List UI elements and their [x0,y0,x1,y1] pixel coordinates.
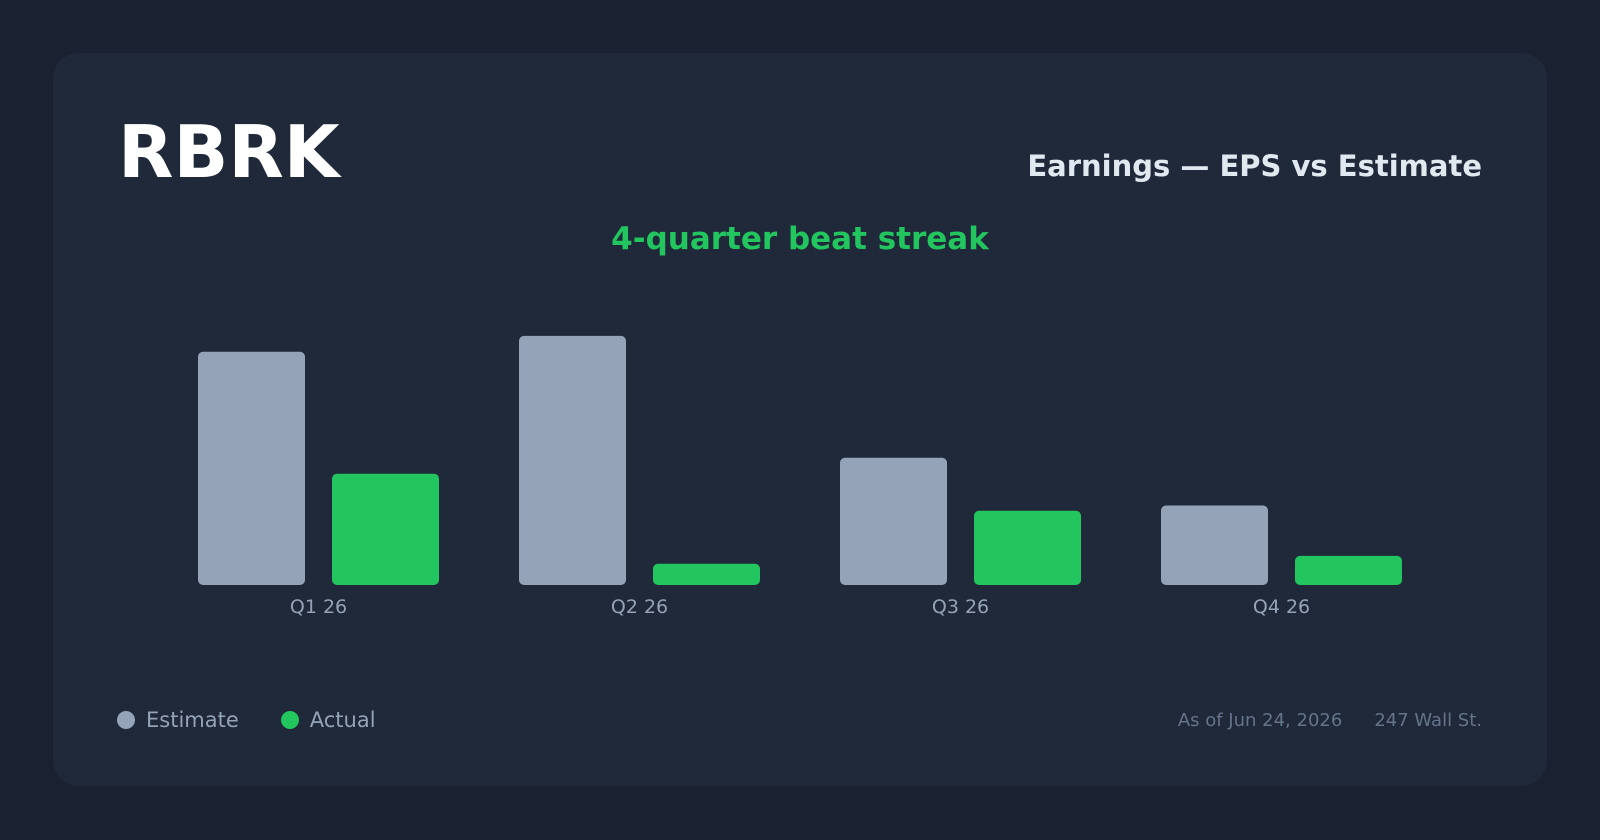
x-tick-label: Q4 26 [1253,596,1310,618]
actual-dot-icon [280,711,299,729]
estimate-dot-icon [117,711,135,729]
footer: As of Jun 24, 2026 247 Wall St. [1178,705,1482,735]
x-tick-label: Q2 26 [611,596,668,618]
beat-streak-subtitle: 4-quarter beat streak [611,221,989,257]
ticker-symbol: RBRK [118,110,340,194]
bar-actual-q2-26 [653,563,760,585]
legend-item-estimate: Estimate [117,708,239,732]
chart-legend: Estimate Actual [117,705,418,735]
bar-actual-q1-26 [332,473,439,585]
legend-item-actual: Actual [280,708,376,732]
x-tick-label: Q3 26 [932,596,989,618]
legend-label-estimate: Estimate [146,708,239,732]
x-tick-label: Q1 26 [290,596,347,618]
bar-estimate-q3-26 [840,457,947,585]
source-label: 247 Wall St. [1374,709,1482,731]
as-of-date: As of Jun 24, 2026 [1177,709,1343,731]
bar-actual-q3-26 [974,510,1081,585]
bar-estimate-q2-26 [519,335,626,585]
bar-estimate-q4-26 [1161,505,1268,585]
legend-label-actual: Actual [309,708,376,732]
chart-title: Earnings — EPS vs Estimate [1027,149,1482,183]
bar-actual-q4-26 [1295,555,1402,585]
bar-estimate-q1-26 [198,351,305,585]
